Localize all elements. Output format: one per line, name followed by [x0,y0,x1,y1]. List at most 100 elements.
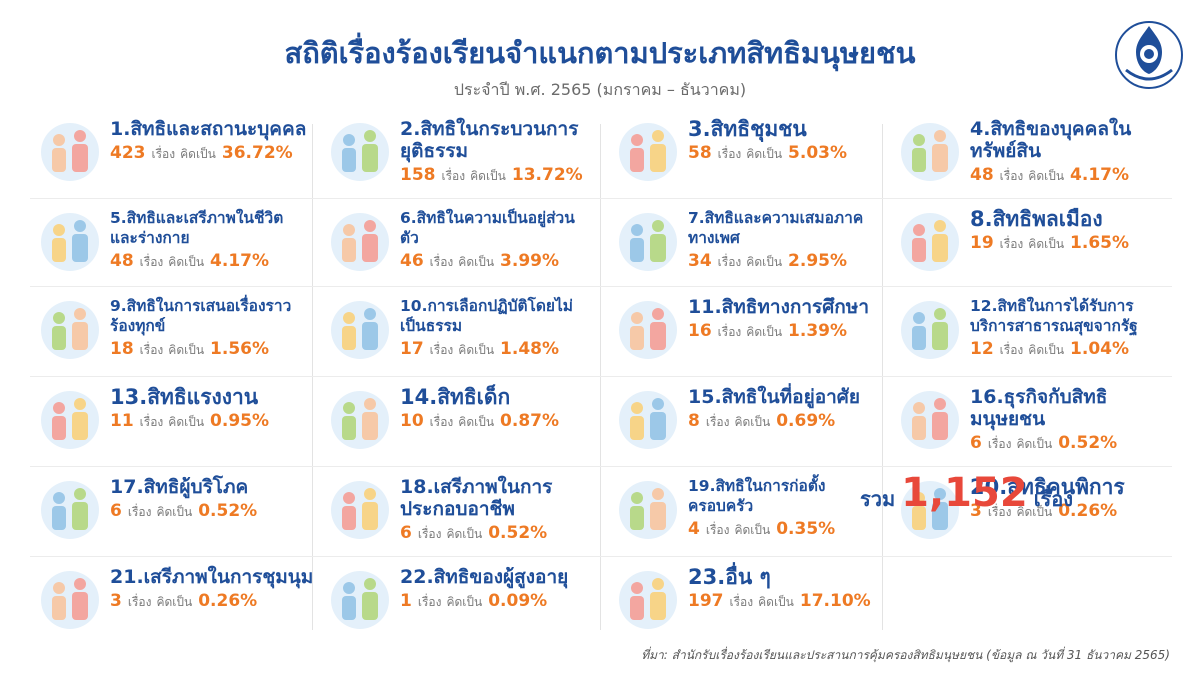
category-stat: 17 เรื่อง คิดเป็น 1.48% [400,339,584,360]
scale-icon [331,301,389,359]
unit-label: เรื่อง [999,169,1024,183]
category-card: 3.สิทธิชุมชน 58 เรื่อง คิดเป็น 5.03% [608,112,872,194]
category-card: 16.ธุรกิจกับสิทธิมนุษยชน 6 เรื่อง คิดเป็น 0.… [890,380,1154,462]
category-count: 17 [400,339,424,359]
pct-label: คิดเป็น [746,325,783,339]
unit-label: เรื่อง [429,255,454,269]
category-text: 22.สิทธิของผู้สูงอายุ 1 เรื่อง คิดเป็น 0.09% [400,566,584,612]
pct-label: คิดเป็น [458,415,495,429]
category-stat: 3 เรื่อง คิดเป็น 0.26% [970,501,1154,522]
category-count: 58 [688,143,712,163]
family-icon [619,481,677,539]
category-label: 14.สิทธิเด็ก [400,385,511,409]
category-card: 12.สิทธิในการได้รับการบริการสาธารณสุขจาก… [890,290,1154,372]
category-percent: 0.09% [488,591,548,611]
category-card: 5.สิทธิและเสรีภาพในชีวิตและร่างกาย 48 เรื่… [30,202,294,284]
category-card: 6.สิทธิในความเป็นอยู่ส่วนตัว 46 เรื่อง คิดเ… [320,202,584,284]
category-text: 10.การเลือกปฏิบัติโดยไม่เป็นธรรม 17 เรื่อง… [400,296,584,360]
category-label: 8.สิทธิพลเมือง [970,207,1103,231]
category-count: 18 [110,339,134,359]
category-card: 14.สิทธิเด็ก 10 เรื่อง คิดเป็น 0.87% [320,380,584,462]
category-label: 17.สิทธิผู้บริโภค [110,476,249,498]
category-card: 7.สิทธิและความเสมอภาคทางเพศ 34 เรื่อง คิดเป… [608,202,872,284]
category-percent: 0.35% [776,519,836,539]
category-label: 21.เสรีภาพในการชุมนุม [110,566,314,588]
category-percent: 36.72% [221,143,293,163]
pct-label: คิดเป็น [734,523,771,537]
category-count: 6 [970,433,982,453]
category-stat: 197 เรื่อง คิดเป็น 17.10% [688,591,872,612]
unit-label: เรื่อง [705,523,730,537]
category-card: 11.สิทธิทางการศึกษา 16 เรื่อง คิดเป็น 1.39% [608,290,872,372]
megaphone-icon [41,301,99,359]
category-percent: 1.48% [500,339,560,359]
labor-tools-icon [41,391,99,449]
category-count: 3 [970,501,982,521]
pct-label: คิดเป็น [746,255,783,269]
category-count: 34 [688,251,712,271]
category-label: 9.สิทธิในการเสนอเรื่องราวร้องทุกข์ [110,297,292,335]
category-percent: 17.10% [799,591,871,611]
gavel-icon [331,123,389,181]
housing-icon [619,391,677,449]
category-card: 23.อื่น ๆ 197 เรื่อง คิดเป็น 17.10% [608,560,872,642]
category-card: 13.สิทธิแรงงาน 11 เรื่อง คิดเป็น 0.95% [30,380,294,462]
unit-label: เรื่อง [139,255,164,269]
pct-label: คิดเป็น [734,415,771,429]
category-stat: 10 เรื่อง คิดเป็น 0.87% [400,411,584,432]
consumer-shield-icon [41,481,99,539]
category-label: 1.สิทธิและสถานะบุคคล [110,118,307,140]
category-stat: 34 เรื่อง คิดเป็น 2.95% [688,251,872,272]
property-money-icon [901,123,959,181]
category-text: 20.สิทธิคนพิการ 3 เรื่อง คิดเป็น 0.26% [970,476,1154,522]
category-stat: 12 เรื่อง คิดเป็น 1.04% [970,339,1154,360]
child-hands-icon [331,391,389,449]
unit-label: เรื่อง [987,505,1012,519]
pct-label: คิดเป็น [1028,343,1065,357]
category-text: 6.สิทธิในความเป็นอยู่ส่วนตัว 46 เรื่อง คิดเ… [400,208,584,272]
category-percent: 5.03% [788,143,848,163]
wheelchair-icon [901,481,959,539]
unit-label: เรื่อง [127,505,152,519]
category-label: 18.เสรีภาพในการประกอบอาชีพ [400,476,553,520]
category-label: 7.สิทธิและความเสมอภาคทางเพศ [688,209,864,247]
unit-label: เรื่อง [127,595,152,609]
category-card: 8.สิทธิพลเมือง 19 เรื่อง คิดเป็น 1.65% [890,202,1154,284]
category-stat: 423 เรื่อง คิดเป็น 36.72% [110,143,294,164]
category-percent: 0.87% [500,411,560,431]
category-percent: 1.56% [210,339,270,359]
pct-label: คิดเป็น [180,147,216,161]
category-card: 9.สิทธิในการเสนอเรื่องราวร้องทุกข์ 18 เรื่… [30,290,294,372]
category-label: 23.อื่น ๆ [688,565,771,589]
category-card: 18.เสรีภาพในการประกอบอาชีพ 6 เรื่อง คิดเป็น… [320,470,584,552]
pct-label: คิดเป็น [1028,237,1065,251]
category-stat: 1 เรื่อง คิดเป็น 0.09% [400,591,584,612]
unit-label: เรื่อง [717,255,742,269]
unit-label: เรื่อง [705,415,730,429]
category-percent: 4.17% [1070,165,1130,185]
category-text: 16.ธุรกิจกับสิทธิมนุษยชน 6 เรื่อง คิดเป็น 0.… [970,386,1154,454]
column-divider [312,124,313,630]
category-card: 1.สิทธิและสถานะบุคคล 423 เรื่อง คิดเป็น 36.7… [30,112,307,194]
category-percent: 1.04% [1070,339,1130,359]
category-label: 4.สิทธิของบุคคลในทรัพย์สิน [970,118,1132,162]
category-label: 6.สิทธิในความเป็นอยู่ส่วนตัว [400,209,575,247]
category-text: 9.สิทธิในการเสนอเรื่องราวร้องทุกข์ 18 เรื่… [110,296,294,360]
category-card: 17.สิทธิผู้บริโภค 6 เรื่อง คิดเป็น 0.52% [30,470,294,552]
category-grid: 1.สิทธิและสถานะบุคคล 423 เรื่อง คิดเป็น 36.7… [30,112,1172,642]
community-house-icon [619,123,677,181]
pct-label: คิดเป็น [168,255,205,269]
category-card: 22.สิทธิของผู้สูงอายุ 1 เรื่อง คิดเป็น 0.09% [320,560,584,642]
pct-label: คิดเป็น [470,169,506,183]
pct-label: คิดเป็น [446,527,483,541]
category-label: 13.สิทธิแรงงาน [110,385,259,409]
category-stat: 158 เรื่อง คิดเป็น 13.72% [400,165,584,186]
category-text: 21.เสรีภาพในการชุมนุม 3 เรื่อง คิดเป็น 0.26% [110,566,314,612]
total-suffix: เรื่อง [1033,487,1074,511]
page-subtitle: ประจำปี พ.ศ. 2565 (มกราคม – ธันวาคม) [453,80,747,99]
category-card: 15.สิทธิในที่อยู่อาศัย 8 เรื่อง คิดเป็น 0.69… [608,380,872,462]
pct-label: คิดเป็น [156,595,193,609]
unit-label: เรื่อง [417,527,442,541]
pct-label: คิดเป็น [746,147,783,161]
